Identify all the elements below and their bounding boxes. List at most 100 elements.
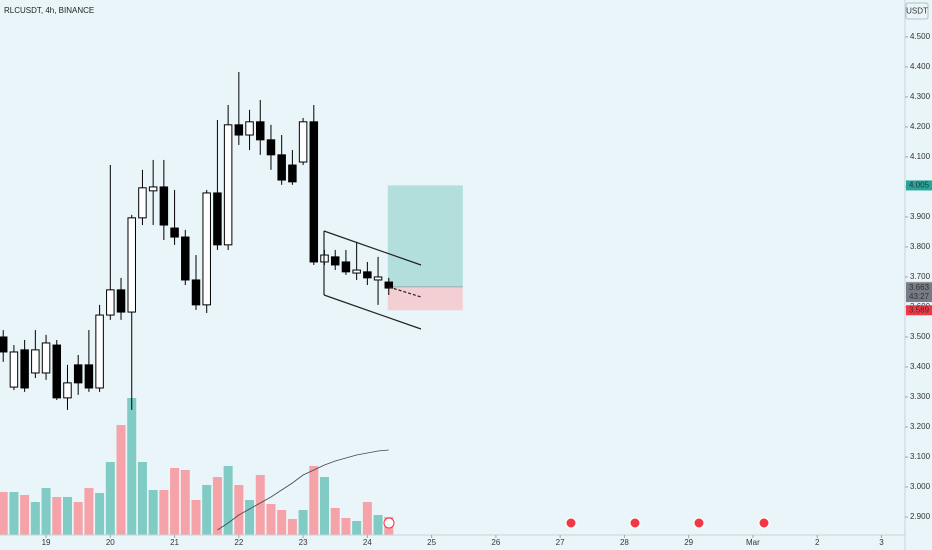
candle-body	[95, 314, 104, 389]
candle-body	[63, 382, 72, 399]
y-tick-label: 4.500	[910, 32, 931, 41]
volume-bar	[20, 495, 30, 535]
y-tick-label: 3.300	[910, 392, 931, 401]
volume-bar	[234, 485, 244, 535]
event-icon[interactable]	[693, 517, 705, 529]
candle-body	[384, 281, 394, 289]
volume-bar	[287, 519, 297, 535]
y-tick-label: 3.400	[910, 362, 931, 371]
volume-bar	[30, 502, 40, 535]
volume-bar	[320, 477, 330, 535]
channel-bottom	[323, 294, 422, 330]
y-tick-label: 3.200	[910, 422, 931, 431]
y-tick-label: 3.100	[910, 452, 931, 461]
volume-bar	[105, 462, 115, 535]
x-tick-label: 19	[42, 538, 51, 547]
event-icon[interactable]	[629, 517, 641, 529]
volume-bar	[73, 502, 83, 535]
candle-body	[84, 364, 94, 389]
x-tick-label: 21	[170, 538, 179, 547]
volume-bar	[41, 488, 51, 535]
candle-body	[341, 261, 351, 273]
candle-body	[298, 121, 308, 163]
volume-bar	[212, 477, 222, 535]
price-label-box	[906, 305, 932, 316]
volume-bar	[277, 510, 287, 535]
candle-body	[106, 289, 115, 316]
event-icon[interactable]	[758, 517, 770, 529]
axis-layer: 2.9003.0003.1003.2003.3003.4003.5003.600…	[42, 32, 932, 547]
candle-body	[288, 164, 297, 183]
candle-body	[202, 192, 211, 306]
candle-body	[159, 186, 169, 226]
candle-body	[266, 139, 276, 156]
price-label: 3.589	[909, 305, 930, 314]
x-tick-label: 3	[879, 538, 884, 547]
candle-body	[20, 349, 29, 389]
candle-body	[181, 236, 190, 281]
volume-ma-line	[217, 449, 389, 531]
y-tick-label: 3.500	[910, 332, 931, 341]
candle-body	[191, 279, 201, 306]
candle-body	[373, 276, 383, 281]
event-icons	[383, 517, 770, 529]
y-tick-label: 2.900	[910, 512, 931, 521]
volume-bar	[330, 508, 340, 535]
profit-zone	[387, 185, 463, 287]
y-tick-label: 4.200	[910, 122, 931, 131]
x-tick-label: 28	[620, 538, 629, 547]
x-tick-label: 2	[815, 538, 820, 547]
x-tick-label: 25	[427, 538, 436, 547]
price-label-box	[906, 180, 932, 191]
candle-body	[277, 154, 286, 181]
currency-box[interactable]	[905, 2, 929, 20]
x-tick-label: 29	[684, 538, 693, 547]
volume-bar	[191, 500, 201, 535]
volume-bar	[170, 468, 180, 535]
candle-body	[148, 186, 158, 192]
volume-bar	[52, 497, 62, 535]
volume-bar	[223, 466, 233, 535]
volume-bar	[137, 462, 147, 535]
volume-bar	[202, 485, 212, 535]
candle-layer	[0, 72, 394, 410]
candle-body	[223, 124, 233, 246]
volume-layer	[0, 398, 394, 535]
x-tick-label: 23	[299, 538, 308, 547]
projection	[388, 286, 422, 298]
candle-body	[31, 349, 40, 374]
event-icon[interactable]	[383, 517, 395, 529]
y-tick-label: 3.000	[910, 482, 931, 491]
countdown: 43:27	[909, 292, 930, 301]
y-tick-label: 3.700	[910, 272, 931, 281]
x-tick-label: Mar	[746, 538, 760, 547]
x-tick-label: 22	[234, 538, 243, 547]
position-layer	[387, 185, 463, 311]
candle-body	[352, 269, 361, 274]
y-tick-label: 3.800	[910, 242, 931, 251]
x-tick-label: 27	[556, 538, 565, 547]
chart-title: RLCUSDT, 4h, BINANCE	[4, 6, 94, 15]
price-label: 3.663	[909, 283, 930, 292]
volume-bar	[0, 492, 8, 535]
candle-body	[127, 217, 136, 313]
currency: USDT	[906, 7, 928, 16]
y-tick-label: 4.300	[910, 92, 931, 101]
volume-bar	[95, 493, 105, 535]
volume-bar	[159, 490, 169, 535]
y-tick-label: 4.400	[910, 62, 931, 71]
candle-body	[256, 121, 265, 141]
volume-bar	[127, 398, 137, 535]
loss-zone	[387, 286, 463, 311]
candle-body	[138, 187, 147, 219]
candle-body	[309, 121, 319, 263]
volume-bar	[148, 490, 158, 535]
volume-bar	[9, 492, 19, 535]
volume-bar	[352, 521, 362, 535]
volume-bar	[180, 470, 190, 535]
volume-bar	[266, 504, 276, 535]
candle-body	[116, 289, 126, 313]
x-tick-label: 20	[106, 538, 115, 547]
candle-body	[0, 336, 8, 353]
event-icon[interactable]	[565, 517, 577, 529]
